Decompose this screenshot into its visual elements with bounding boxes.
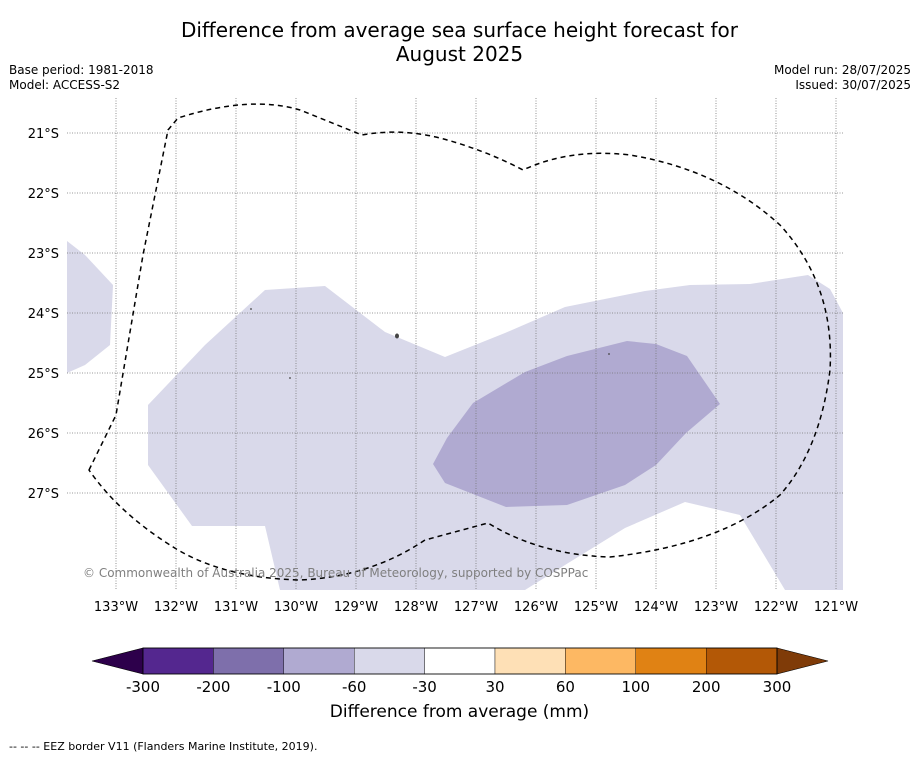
lon-label: 129°W <box>334 600 378 615</box>
model-run: Model run: 28/07/2025 <box>773 63 911 77</box>
metadata-right: Model run: 28/07/2025 Issued: 30/07/2025 <box>774 63 911 93</box>
eez-legend-note: -- -- -- EEZ border V11 (Flanders Marine… <box>9 740 318 753</box>
anomaly-region-light <box>67 241 113 373</box>
lon-label: 130°W <box>274 600 318 615</box>
colorbar-tick: 200 <box>692 678 721 696</box>
lon-label: 128°W <box>394 600 438 615</box>
lon-label: 132°W <box>154 600 198 615</box>
longitude-labels: 133°W 132°W 131°W 130°W 129°W 128°W 127°… <box>94 600 858 615</box>
lon-label: 121°W <box>814 600 858 615</box>
colorbar-ticks: -300 -200 -100 -60 -30 30 60 100 200 300 <box>126 678 791 696</box>
colorbar-bin <box>565 647 637 675</box>
colorbar-under-arrow <box>91 647 144 675</box>
colorbar-bin <box>706 647 778 675</box>
colorbar-tick: -200 <box>196 678 230 696</box>
colorbar-bin <box>635 647 707 675</box>
model-name: Model: ACCESS-S2 <box>9 78 121 92</box>
island-marker <box>250 308 252 310</box>
lat-label: 24°S <box>28 307 59 322</box>
lat-label: 21°S <box>28 127 59 142</box>
base-period: Base period: 1981-2018 <box>9 63 154 77</box>
colorbar-bin <box>424 647 496 675</box>
island-marker <box>608 353 610 355</box>
lon-label: 127°W <box>454 600 498 615</box>
colorbar-bin <box>354 647 425 675</box>
colorbar-tick: 60 <box>556 678 575 696</box>
lat-label: 25°S <box>28 367 59 382</box>
map-title: Difference from average sea surface heig… <box>0 18 919 66</box>
colorbar-tick: 30 <box>485 678 504 696</box>
map-area: © Commonwealth of Australia 2025, Bureau… <box>67 98 843 590</box>
colorbar-bin <box>494 647 566 675</box>
colorbar-bin <box>283 647 355 675</box>
lon-label: 133°W <box>94 600 138 615</box>
eez-border <box>88 103 832 581</box>
colorbar-over-arrow <box>776 647 829 675</box>
lat-label: 22°S <box>28 187 59 202</box>
latitude-labels: 21°S 22°S 23°S 24°S 25°S 26°S 27°S <box>28 127 59 502</box>
lon-label: 123°W <box>694 600 738 615</box>
colorbar-outline <box>142 647 778 675</box>
lat-label: 23°S <box>28 247 59 262</box>
lat-label: 27°S <box>28 487 59 502</box>
metadata-left: Base period: 1981-2018 Model: ACCESS-S2 <box>9 63 154 93</box>
lat-label: 26°S <box>28 427 59 442</box>
title-line-2: August 2025 <box>395 42 524 66</box>
colorbar <box>91 647 829 675</box>
lon-label: 125°W <box>574 600 618 615</box>
lon-label: 131°W <box>214 600 258 615</box>
colorbar-bin <box>213 647 284 675</box>
colorbar-tick: -100 <box>267 678 301 696</box>
colorbar-bin <box>142 647 214 675</box>
lon-label: 124°W <box>634 600 678 615</box>
gridlines <box>67 98 843 590</box>
title-line-1: Difference from average sea surface heig… <box>180 18 739 42</box>
issued-date: Issued: 30/07/2025 <box>795 78 911 92</box>
colorbar-tick: -60 <box>342 678 367 696</box>
colorbar-tick: 100 <box>621 678 650 696</box>
lon-label: 126°W <box>514 600 558 615</box>
colorbar-label: Difference from average (mm) <box>329 702 590 722</box>
lon-label: 122°W <box>754 600 798 615</box>
island-marker <box>395 333 399 339</box>
copyright-note: © Commonwealth of Australia 2025, Bureau… <box>83 566 588 580</box>
colorbar-tick: -30 <box>412 678 437 696</box>
colorbar-tick: -300 <box>126 678 160 696</box>
anomaly-region-dark <box>433 341 720 507</box>
island-marker <box>289 377 291 379</box>
colorbar-tick: 300 <box>763 678 792 696</box>
